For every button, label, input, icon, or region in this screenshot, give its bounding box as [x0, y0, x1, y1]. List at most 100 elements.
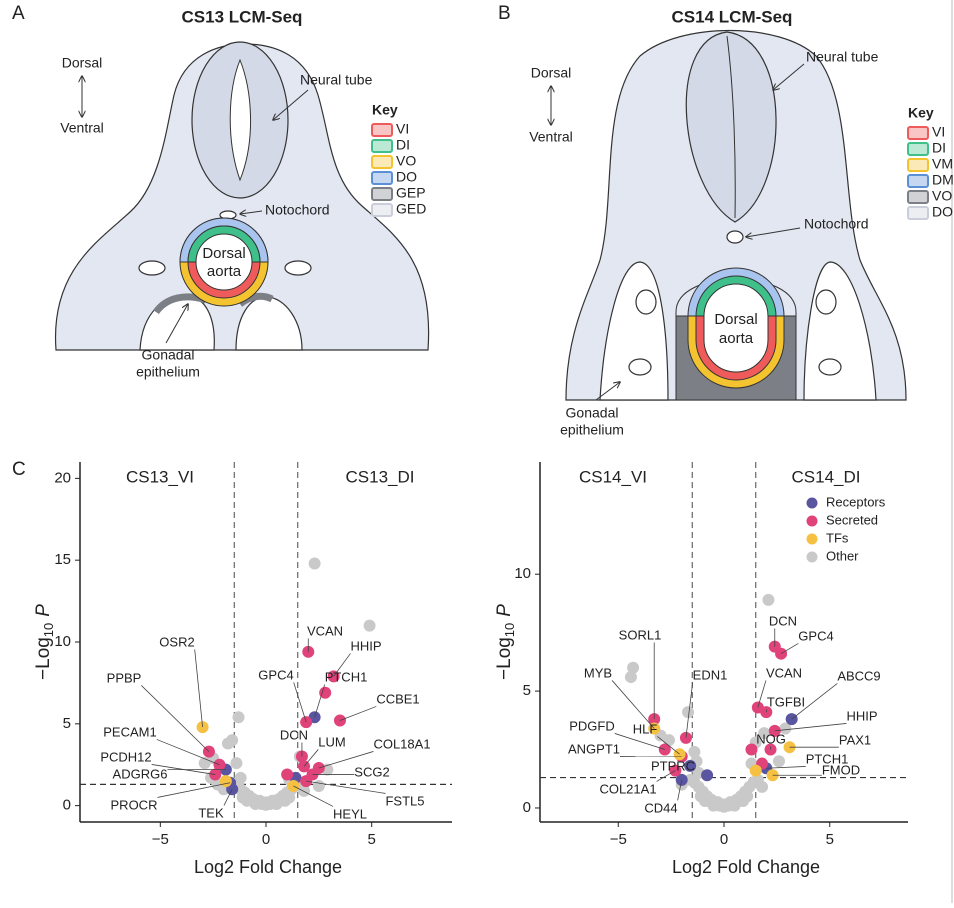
structure-label: epithelium — [136, 364, 200, 380]
point-label: GPC4 — [798, 628, 833, 643]
vessel — [636, 290, 656, 314]
y-axis-label: −Log10P — [494, 604, 517, 680]
diagram-b: B CS14 LCM-Seq Dorsal aorta Dorsal Ventr… — [498, 3, 906, 438]
legend-marker — [807, 552, 818, 563]
vessel — [819, 359, 841, 375]
point — [281, 769, 293, 781]
y-tick-label: 10 — [514, 565, 531, 582]
point — [741, 790, 753, 802]
point-label: MYB — [584, 665, 612, 680]
point — [230, 757, 242, 769]
legend-marker — [807, 498, 818, 509]
point — [313, 780, 325, 792]
point-label: ADGRG6 — [113, 766, 168, 781]
structure-label: epithelium — [560, 422, 624, 438]
point-label: PDGFD — [569, 718, 615, 733]
point-label: ANGPT1 — [568, 741, 620, 756]
orientation-label: Ventral — [529, 129, 573, 145]
x-axis-label: Log2 Fold Change — [194, 857, 342, 877]
aorta-label: Dorsal — [714, 311, 757, 328]
point — [756, 781, 768, 793]
key-label: DI — [396, 137, 410, 153]
orientation-label: Dorsal — [62, 55, 102, 71]
y-tick-label: 5 — [523, 682, 531, 699]
group-label: CS14_DI — [792, 467, 861, 486]
point — [364, 620, 376, 632]
group-label: CS14_VI — [579, 467, 647, 486]
structure-label: Neural tube — [806, 49, 879, 65]
panel-letter: B — [498, 3, 511, 24]
diagram-a: A CS13 LCM-Seq Dorsal aorta Dorsal Ventr… — [12, 3, 429, 380]
y-tick-label: 10 — [54, 633, 71, 650]
point-label: FMOD — [822, 762, 860, 777]
lumen — [704, 284, 768, 372]
point-label: VCAN — [307, 623, 343, 638]
point-label: SORL1 — [619, 627, 662, 642]
legend-marker — [807, 534, 818, 545]
key-swatch — [908, 143, 928, 155]
point — [625, 671, 637, 683]
labels: ABCC9PTCH1PTPRCCD44DCNGPC4VCANTGFBIHHIPN… — [568, 613, 881, 815]
point — [682, 706, 694, 718]
leader-line — [195, 649, 203, 727]
point-label: PAX1 — [839, 732, 871, 747]
structure-label: Notochord — [804, 216, 869, 232]
point-label: HEYL — [333, 806, 367, 821]
x-tick-label: −5 — [152, 831, 169, 848]
key-label: VO — [396, 153, 416, 169]
legend-label: Receptors — [826, 494, 886, 509]
x-tick-label: 5 — [368, 831, 376, 848]
point-label: PROCR — [111, 797, 158, 812]
point-label: PTCH1 — [325, 669, 368, 684]
key-swatch — [372, 204, 392, 216]
key-label: DI — [932, 140, 946, 156]
x-tick-label: 0 — [262, 831, 270, 848]
point-label: HHIP — [846, 708, 877, 723]
point-label: HHIP — [350, 638, 381, 653]
leader-line — [141, 685, 209, 751]
point-label: TEK — [198, 805, 224, 820]
x-tick-label: 0 — [720, 831, 728, 848]
point-label: PECAM1 — [103, 724, 156, 739]
point-label: NOG — [756, 731, 786, 746]
point — [750, 765, 762, 777]
orientation-label: Dorsal — [531, 65, 571, 81]
point — [220, 775, 232, 787]
vessel — [139, 261, 165, 275]
key-label: VI — [932, 124, 945, 140]
point-label: DCN — [280, 727, 308, 742]
legend-label: TFs — [826, 530, 849, 545]
point-label: COL21A1 — [599, 781, 656, 796]
key-swatch — [908, 127, 928, 139]
vessel — [629, 359, 651, 375]
point-label: CD44 — [644, 800, 677, 815]
aorta-label: Dorsal — [202, 245, 245, 262]
key-title: Key — [908, 105, 934, 121]
key-title: Key — [372, 102, 398, 118]
legend-marker — [807, 516, 818, 527]
key-label: DO — [932, 204, 953, 220]
point-label: EDN1 — [693, 667, 728, 682]
key-swatch — [372, 140, 392, 152]
diagram-title: CS14 LCM-Seq — [672, 7, 793, 26]
group-label: CS13_VI — [126, 467, 194, 486]
aorta-label: aorta — [719, 330, 754, 347]
point-label: LUM — [318, 734, 345, 749]
legend-label: Secreted — [826, 512, 878, 527]
key-label: GEP — [396, 185, 426, 201]
key-swatch — [908, 207, 928, 219]
y-tick-label: 20 — [54, 469, 71, 486]
point-label: DCN — [769, 613, 797, 628]
key-swatch — [908, 191, 928, 203]
y-tick-label: 15 — [54, 551, 71, 568]
aorta-label: aorta — [207, 263, 242, 280]
y-label-var: P — [494, 604, 515, 617]
point-label: PPBP — [107, 670, 142, 685]
point-label: HLF — [633, 721, 658, 736]
point-label: GPC4 — [258, 667, 293, 682]
point-label: PCDH12 — [100, 749, 151, 764]
key-swatch — [372, 188, 392, 200]
legend-label: Other — [826, 548, 859, 563]
